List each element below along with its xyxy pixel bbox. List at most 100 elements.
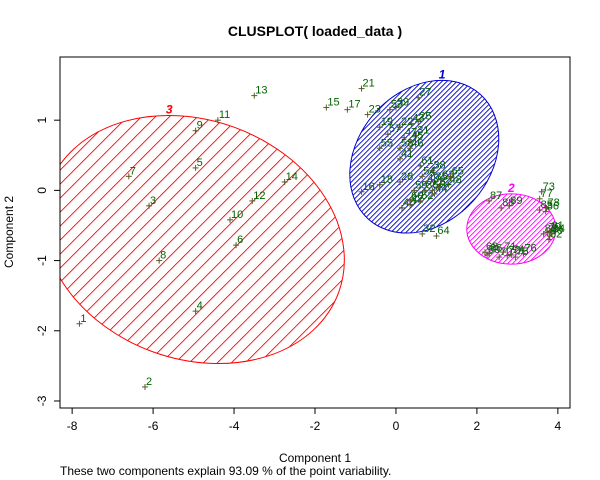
point-label: 85: [541, 199, 553, 211]
point-label: 5: [197, 157, 203, 169]
data-point: 58: [397, 137, 413, 152]
data-point: 84: [548, 223, 565, 237]
data-point: 43: [408, 113, 425, 127]
point-label: 64: [437, 225, 449, 237]
point-label: 8: [160, 250, 166, 262]
point-label: 14: [286, 171, 298, 183]
chart-subtitle: These two components explain 93.09 % of …: [60, 464, 391, 478]
data-point: 69: [484, 244, 500, 258]
point-label: 79: [549, 222, 561, 234]
point-label: 12: [253, 190, 265, 202]
point-label: 36: [426, 179, 438, 191]
point-label: 43: [412, 113, 424, 125]
x-tick-label: -4: [229, 419, 240, 433]
x-axis-label: Component 1: [279, 451, 351, 465]
point-label: 59: [415, 179, 427, 191]
cluster-labels-layer: 123: [166, 67, 515, 195]
point-label: 68: [486, 241, 498, 253]
cluster-label: 3: [166, 103, 173, 117]
data-point: 13: [251, 85, 268, 99]
point-label: 3: [150, 195, 156, 207]
point-label: 57: [389, 123, 401, 135]
data-point: 52: [417, 190, 433, 204]
data-point: 19: [376, 116, 393, 131]
data-point: 59: [411, 179, 427, 194]
data-point: 22: [397, 116, 413, 131]
point-label: 4: [197, 300, 203, 312]
cluster-hatch: [319, 62, 530, 251]
data-point: 39: [392, 97, 409, 111]
point-label: 19: [381, 116, 393, 128]
point-label: 75: [516, 246, 528, 258]
data-point: 27: [415, 87, 431, 101]
y-axis-label: Component 2: [2, 196, 16, 268]
point-label: 82: [550, 229, 562, 241]
point-label: 46: [411, 137, 423, 149]
point-label: 69: [488, 244, 500, 256]
data-point: 49: [423, 172, 440, 187]
data-point: 78: [543, 197, 560, 211]
data-point: 10: [227, 209, 243, 223]
point-label: 54: [423, 165, 435, 177]
point-label: 17: [348, 99, 360, 111]
cluster-ellipse: [466, 193, 557, 265]
point-label: 1: [80, 313, 86, 325]
data-point: 83: [540, 223, 557, 237]
point-label: 81: [552, 220, 564, 232]
point-label: 15: [327, 97, 339, 109]
point-label: 77: [541, 188, 553, 200]
point-label: 66: [490, 243, 502, 255]
data-point: 31: [413, 125, 429, 139]
data-point: 47: [401, 127, 417, 141]
point-label: 55: [381, 137, 393, 149]
point-label: 27: [419, 87, 431, 99]
point-label: 83: [545, 223, 557, 235]
point-label: 22: [401, 116, 413, 128]
chart-title: CLUSPLOT( loaded_data ): [228, 23, 402, 39]
data-point: 66: [486, 243, 502, 257]
data-point: 82: [545, 229, 562, 243]
point-label: 18: [381, 174, 393, 186]
point-label: 84: [553, 223, 565, 235]
x-tick-label: -2: [310, 419, 321, 433]
y-tick-label: -3: [35, 395, 49, 406]
data-point: 54: [419, 165, 436, 180]
data-point: 36: [422, 179, 438, 194]
point-label: 45: [411, 130, 423, 142]
cluster-ellipse: [60, 115, 345, 365]
point-label: 23: [369, 104, 381, 116]
point-label: 9: [197, 120, 203, 132]
data-point: 73: [538, 181, 555, 195]
data-point: 23: [364, 104, 381, 118]
data-point: 9: [192, 120, 203, 134]
point-label: 7: [130, 165, 136, 177]
data-point: 79: [544, 222, 561, 236]
data-point: 75: [512, 246, 529, 261]
data-point: 61: [417, 155, 433, 169]
point-label: 6: [237, 234, 243, 246]
y-tick-label: -1: [35, 255, 49, 266]
point-label: 41: [401, 148, 413, 160]
data-point: 4: [192, 300, 203, 315]
point-label: 53: [391, 99, 403, 111]
point-label: 71: [504, 241, 516, 253]
data-point: 57: [384, 123, 401, 138]
data-point: 71: [500, 241, 516, 256]
data-point: 62: [435, 176, 452, 190]
point-label: 2: [146, 376, 152, 388]
data-point: 16: [358, 181, 375, 195]
x-tick-label: 2: [474, 419, 481, 433]
point-label: 16: [363, 181, 375, 193]
data-point: 56: [429, 179, 446, 194]
data-point: 11: [214, 109, 230, 124]
data-point: 18: [376, 174, 393, 188]
data-point: 46: [407, 137, 423, 152]
point-label: 78: [548, 197, 560, 209]
point-label: 32: [423, 223, 435, 235]
data-point: 55: [376, 137, 393, 152]
data-point: 87: [486, 190, 502, 204]
cluster-hatch: [60, 74, 380, 405]
cluster-label: 2: [507, 181, 515, 195]
point-label: 63: [442, 169, 454, 181]
data-point: 17: [344, 99, 361, 113]
